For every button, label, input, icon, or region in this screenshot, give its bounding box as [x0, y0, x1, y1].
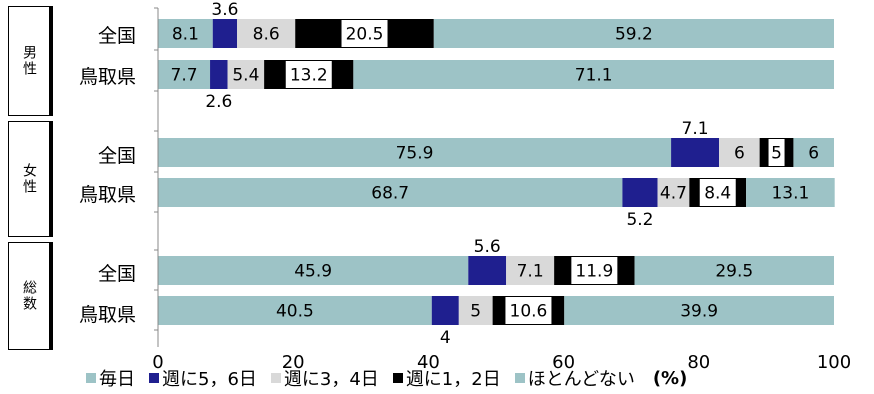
- legend: 毎日 週に5，6日 週に3，4日 週に1，2日 ほとんどない (%): [86, 366, 687, 390]
- data-label-5-6-days-row-5: 4: [440, 328, 451, 348]
- bar-segment-3-4-days-row-0: [237, 19, 296, 48]
- label-bg-row-0: [341, 20, 388, 47]
- row-label-national-female: 全国: [97, 145, 136, 167]
- data-label-rarely-row-5: 39.9: [680, 302, 718, 322]
- bar-segment-3-4-days-row-5: [458, 296, 493, 325]
- legend-item-5-6-days: 週に5，6日: [149, 365, 257, 391]
- legend-label-daily: 毎日: [99, 369, 135, 390]
- bar-segment-daily-row-0: [158, 19, 213, 48]
- bar-segment-5-6-days-row-4: [468, 256, 507, 285]
- x-tick-label: 0: [152, 352, 163, 373]
- bar-segment-5-6-days-row-5: [431, 296, 459, 325]
- bar-segment-3-4-days-row-3: [657, 178, 690, 207]
- bar-segment-rarely-row-4: [634, 256, 834, 285]
- data-label-5-6-days-row-0: 3.6: [211, 0, 238, 20]
- row-label-tottori-total: 鳥取県: [78, 304, 136, 326]
- data-label-1-2-days-row-4: 11.9: [575, 262, 613, 282]
- group-box-male: 男性: [8, 6, 50, 116]
- legend-label-rarely: ほとんどない: [527, 369, 635, 390]
- bar-segment-5-6-days-row-1: [210, 60, 228, 89]
- data-label-rarely-row-3: 13.1: [771, 184, 809, 204]
- bar-segment-daily-row-1: [158, 60, 211, 89]
- data-label-3-4-days-row-1: 5.4: [232, 66, 259, 86]
- legend-swatch-1-2-days: [392, 373, 403, 383]
- bar-segment-daily-row-2: [158, 138, 672, 167]
- bar-segment-rarely-row-3: [746, 178, 835, 207]
- data-label-3-4-days-row-2: 6: [734, 144, 745, 164]
- data-label-1-2-days-row-1: 13.2: [290, 66, 328, 86]
- data-label-daily-row-1: 7.7: [171, 66, 198, 86]
- data-label-rarely-row-4: 29.5: [715, 262, 753, 282]
- bars-layer: [158, 19, 835, 325]
- data-label-daily-row-5: 40.5: [276, 302, 314, 322]
- data-labels-layer: 8.1 3.6 8.6 20.5 59.2 7.7 2.65.4 13.2 71.1 75.9 7.…: [171, 0, 820, 348]
- x-tick-label: 40: [417, 352, 440, 373]
- row-label-tottori-male: 鳥取県: [78, 66, 136, 88]
- bar-segment-rarely-row-1: [353, 60, 834, 89]
- bar-segment-3-4-days-row-2: [719, 138, 760, 167]
- legend-swatch-daily: [86, 373, 96, 383]
- x-tick-label: 80: [687, 352, 710, 373]
- group-label-total: 総数: [21, 280, 37, 312]
- legend-swatch-rarely: [514, 373, 525, 383]
- label-bg-row-2: [768, 139, 785, 166]
- x-tick-label: 100: [817, 352, 851, 373]
- data-label-3-4-days-row-3: 4.7: [660, 184, 687, 204]
- data-label-daily-row-4: 45.9: [294, 262, 332, 282]
- bar-segment-3-4-days-row-1: [227, 60, 265, 89]
- data-label-3-4-days-row-5: 5: [470, 302, 481, 322]
- row-label-national-total: 全国: [97, 263, 136, 285]
- data-label-5-6-days-row-2: 7.1: [682, 119, 709, 139]
- legend-item-rarely: ほとんどない: [514, 365, 635, 391]
- x-tick-label: 60: [552, 352, 575, 373]
- data-label-3-4-days-row-4: 7.1: [517, 262, 544, 282]
- data-label-rarely-row-2: 6: [808, 144, 819, 164]
- label-bg-row-4: [571, 257, 618, 284]
- bar-segment-daily-row-3: [158, 178, 623, 207]
- row-label-national-male: 全国: [97, 25, 136, 47]
- legend-item-1-2-days: 週に1，2日: [392, 365, 501, 391]
- legend-label-5-6-days: 週に5，6日: [162, 369, 257, 390]
- data-label-rarely-row-0: 59.2: [615, 25, 653, 45]
- legend-swatch-3-4-days: [270, 373, 281, 383]
- bar-segment-daily-row-5: [158, 296, 432, 325]
- label-bg-row-1: [285, 61, 332, 88]
- bar-segment-3-4-days-row-4: [506, 256, 555, 285]
- row-label-tottori-female: 鳥取県: [78, 184, 136, 206]
- label-bg-row-3: [699, 179, 736, 206]
- legend-label-1-2-days: 週に1，2日: [405, 369, 501, 390]
- data-label-5-6-days-row-4: 5.6: [474, 237, 501, 257]
- data-label-1-2-days-row-5: 10.6: [510, 302, 548, 322]
- x-axis: 0 20 40 60 80 100: [152, 7, 851, 373]
- x-tick-label: 20: [282, 352, 305, 373]
- bar-segment-daily-row-4: [158, 256, 469, 285]
- legend-item-3-4-days: 週に3，4日: [270, 365, 379, 391]
- group-label-female: 女性: [21, 163, 37, 195]
- label-bg-row-5: [505, 297, 552, 324]
- bar-segment-rarely-row-5: [564, 296, 834, 325]
- data-label-rarely-row-1: 71.1: [575, 66, 613, 86]
- group-label-male: 男性: [21, 45, 37, 77]
- bar-segment-5-6-days-row-0: [212, 19, 238, 48]
- data-label-daily-row-0: 8.1: [172, 25, 199, 45]
- data-label-1-2-days-row-2: 5: [771, 144, 782, 164]
- bar-segment-rarely-row-0: [433, 19, 834, 48]
- bar-segment-5-6-days-row-2: [671, 138, 720, 167]
- data-label-3-4-days-row-0: 8.6: [253, 25, 280, 45]
- data-label-5-6-days-row-3: 5.2: [626, 210, 653, 230]
- data-label-daily-row-2: 75.9: [396, 144, 434, 164]
- data-label-1-2-days-row-0: 20.5: [346, 25, 384, 45]
- data-label-1-2-days-row-3: 8.4: [704, 184, 731, 204]
- group-box-female: 女性: [8, 121, 50, 237]
- bar-segment-5-6-days-row-3: [622, 178, 658, 207]
- legend-label-3-4-days: 週に3，4日: [283, 369, 379, 390]
- unit-label: (%): [652, 367, 688, 389]
- bar-segment-rarely-row-2: [793, 138, 834, 167]
- legend-swatch-5-6-days: [149, 373, 159, 383]
- group-box-total: 総数: [8, 242, 50, 350]
- data-label-daily-row-3: 68.7: [371, 184, 409, 204]
- data-label-5-6-days-row-1: 2.6: [205, 92, 232, 112]
- legend-item-daily: 毎日: [86, 365, 135, 391]
